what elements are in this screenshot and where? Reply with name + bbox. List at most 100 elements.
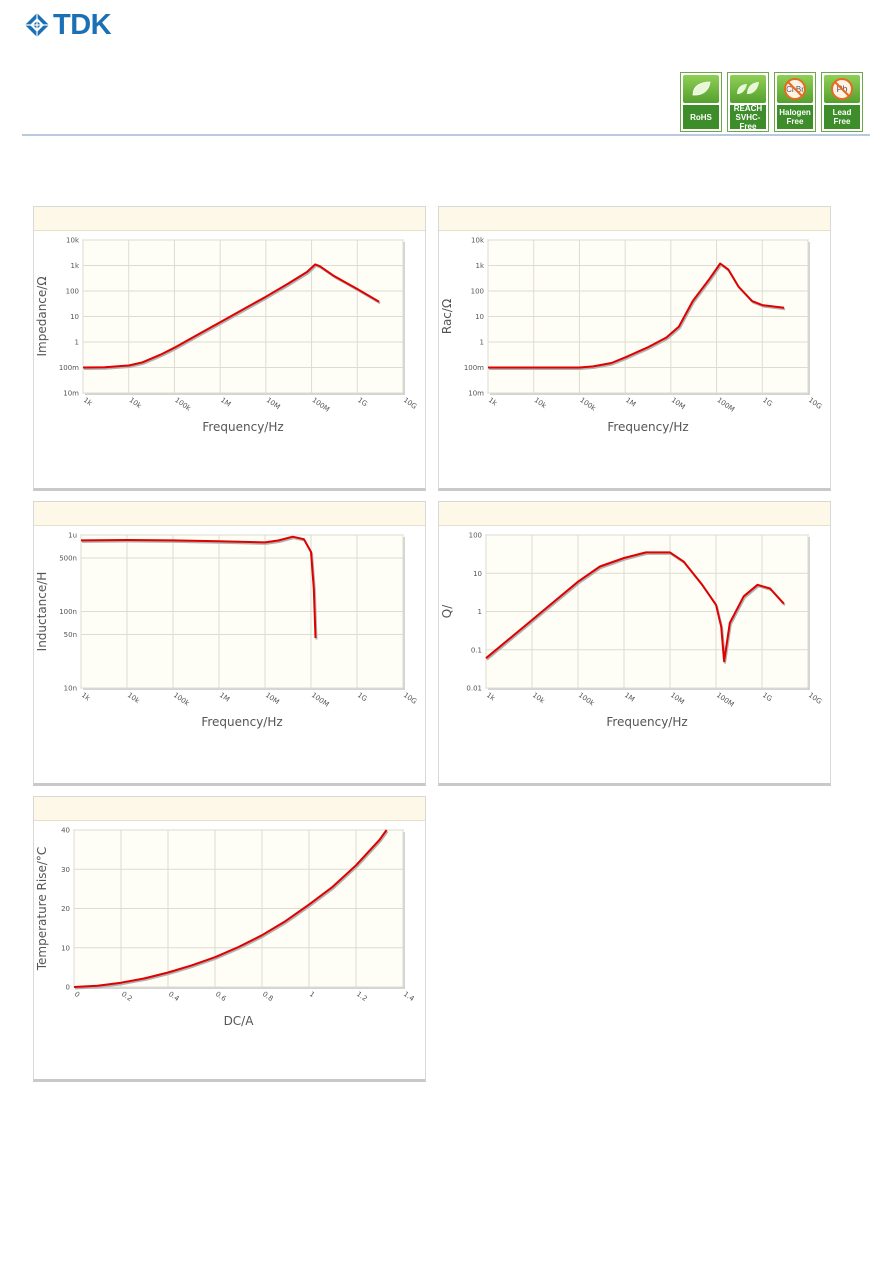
lead-free-badge: Pb Lead Free xyxy=(821,72,863,132)
x-tick-label: 1G xyxy=(761,396,774,408)
y-tick-label: 10 xyxy=(475,313,484,321)
x-tick-label: 100M xyxy=(310,691,330,709)
x-tick-label: 10M xyxy=(264,691,281,706)
temperature-rise-panel: 0 0.2 0.4 0.6 0.8 1 1.2 1.4 0 10 20 30 40 DC/A Tempera… xyxy=(33,796,426,1082)
q-chart: 1k 10k 100k 1M 10M 100M 1G 10G 0.01 0.1 1 10 100 Freq… xyxy=(440,532,823,730)
panel-header xyxy=(34,207,425,231)
x-tick-label: 10M xyxy=(670,396,687,411)
x-tick-label: 10G xyxy=(807,396,823,411)
rohs-label: RoHS xyxy=(683,105,719,129)
rohs-badge: RoHS xyxy=(680,72,722,132)
leaf-icon xyxy=(683,75,719,103)
reach-label: REACH SVHC-Free xyxy=(730,104,766,131)
no-halogen-icon: Cl Br xyxy=(777,75,813,103)
y-axis-title: Rac/Ω xyxy=(440,299,454,334)
x-tick-label: 1M xyxy=(624,396,637,409)
x-tick-label: 1G xyxy=(356,396,369,408)
y-tick-label: 10m xyxy=(468,390,484,398)
header-divider xyxy=(22,134,870,136)
y-tick-label: 30 xyxy=(61,866,70,874)
x-tick-label: 0 xyxy=(73,990,81,999)
rac-chart: 1k 10k 100k 1M 10M 100M 1G 10G 10m 100m 1 10 100 1k 10… xyxy=(440,237,823,435)
x-axis-title: Frequency/Hz xyxy=(201,715,282,729)
x-tick-label: 10M xyxy=(265,396,282,411)
inductance-chart: 1k 10k 100k 1M 10M 100M 1G 10G 10n 50n 100n 500n 1u F… xyxy=(35,532,418,730)
tdk-logo: TDK xyxy=(24,9,112,41)
y-tick-label: 100m xyxy=(464,364,484,372)
x-tick-label: 0.6 xyxy=(214,990,228,1003)
x-tick-label: 10k xyxy=(128,396,144,411)
series-line xyxy=(485,551,785,663)
logo-text: TDK xyxy=(53,9,112,41)
panel-header xyxy=(34,797,425,821)
series-line xyxy=(73,829,388,988)
x-tick-label: 0.2 xyxy=(120,990,134,1003)
y-tick-label: 20 xyxy=(61,905,70,913)
x-tick-label: 1.4 xyxy=(402,990,416,1003)
x-tick-label: 1k xyxy=(485,691,497,703)
x-tick-label: 10k xyxy=(531,691,547,706)
x-tick-label: 1G xyxy=(761,691,774,703)
x-tick-label: 1M xyxy=(218,691,231,704)
inductance-panel: 1k 10k 100k 1M 10M 100M 1G 10G 10n 50n 100n 500n 1u F… xyxy=(33,501,426,786)
y-tick-label: 40 xyxy=(61,827,70,835)
x-tick-label: 10G xyxy=(402,396,418,411)
x-tick-label: 100M xyxy=(310,396,330,414)
y-axis-title: Temperature Rise/°C xyxy=(35,847,49,972)
y-tick-label: 1k xyxy=(475,262,484,270)
y-tick-label: 10 xyxy=(61,944,70,952)
reach-badge: REACH SVHC-Free xyxy=(727,72,769,132)
series-line-shadow xyxy=(74,830,389,990)
compliance-badges: RoHS REACH SVHC-Free Cl Br Halogen Free … xyxy=(680,72,863,132)
y-tick-label: 1k xyxy=(70,262,79,270)
impedance-chart: 1k 10k 100k 1M 10M 100M 1G 10G 10m 100m 1 10 100 1k 10… xyxy=(35,237,418,435)
q-panel: 1k 10k 100k 1M 10M 100M 1G 10G 0.01 0.1 1 10 100 Freq… xyxy=(438,501,831,786)
y-tick-label: 50n xyxy=(64,631,77,639)
temperature-rise-chart: 0 0.2 0.4 0.6 0.8 1 1.2 1.4 0 10 20 30 40 DC/A Tempera… xyxy=(35,827,416,1029)
series-line xyxy=(488,262,785,369)
tdk-logo-mark-icon xyxy=(25,13,49,37)
x-tick-label: 1k xyxy=(487,396,499,408)
impedance-panel: 1k 10k 100k 1M 10M 100M 1G 10G 10m 100m 1 10 100 1k 10… xyxy=(33,206,426,491)
halogen-free-label: Halogen Free xyxy=(777,105,813,129)
y-tick-label: 0.1 xyxy=(471,646,482,654)
x-tick-label: 10M xyxy=(669,691,686,706)
x-tick-label: 1M xyxy=(219,396,232,409)
halogen-free-badge: Cl Br Halogen Free xyxy=(774,72,816,132)
y-tick-label: 10k xyxy=(471,237,485,245)
lead-free-label: Lead Free xyxy=(824,105,860,129)
y-tick-label: 100n xyxy=(59,608,77,616)
x-tick-label: 10G xyxy=(402,691,418,706)
y-tick-label: 0 xyxy=(66,984,70,992)
y-tick-label: 1u xyxy=(68,532,77,540)
y-tick-label: 1 xyxy=(478,608,482,616)
x-tick-label: 100k xyxy=(578,396,598,413)
x-tick-label: 1M xyxy=(623,691,636,704)
leaves-icon xyxy=(730,75,766,103)
y-tick-label: 0.01 xyxy=(466,685,482,693)
y-tick-label: 100 xyxy=(66,288,79,296)
x-axis-title: Frequency/Hz xyxy=(606,715,687,729)
x-tick-label: 100k xyxy=(173,396,193,413)
y-tick-label: 100 xyxy=(469,532,482,540)
x-tick-label: 100M xyxy=(715,691,735,709)
y-tick-label: 100m xyxy=(59,364,79,372)
y-axis-title: Inductance/H xyxy=(35,572,49,652)
series-line xyxy=(82,263,380,369)
x-tick-label: 0.8 xyxy=(261,990,275,1003)
x-tick-label: 100k xyxy=(172,691,192,708)
x-tick-label: 1 xyxy=(308,990,316,999)
y-tick-label: 10k xyxy=(66,237,80,245)
x-tick-label: 100k xyxy=(577,691,597,708)
y-tick-label: 10n xyxy=(64,685,77,693)
y-tick-label: 10 xyxy=(473,570,482,578)
x-tick-label: 10k xyxy=(126,691,142,706)
y-tick-label: 10 xyxy=(70,313,79,321)
panel-header xyxy=(34,502,425,526)
x-tick-label: 1G xyxy=(356,691,369,703)
y-axis-title: Impedance/Ω xyxy=(35,277,49,357)
y-tick-label: 500n xyxy=(59,555,77,563)
x-axis-title: Frequency/Hz xyxy=(607,420,688,434)
no-lead-icon: Pb xyxy=(824,75,860,103)
series-line xyxy=(80,535,317,639)
